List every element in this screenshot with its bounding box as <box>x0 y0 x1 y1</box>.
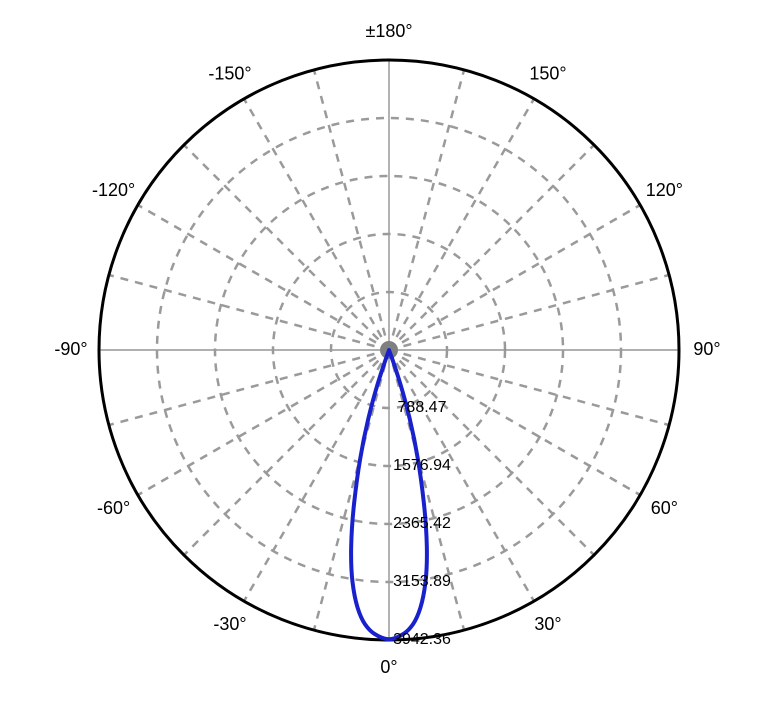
angle-label: 60° <box>651 498 678 518</box>
grid-spoke <box>244 99 389 350</box>
grid-spoke <box>389 145 594 350</box>
grid-spoke <box>389 350 534 601</box>
angle-label: -90° <box>54 339 87 359</box>
grid-spoke <box>314 70 389 350</box>
grid-spoke <box>109 350 389 425</box>
radial-tick-label: 788.47 <box>398 399 447 416</box>
radial-tick-label: 1576.94 <box>393 457 451 474</box>
angle-label: -60° <box>97 498 130 518</box>
grid-spoke <box>244 350 389 601</box>
angle-label: 30° <box>534 614 561 634</box>
grid-spoke <box>389 205 640 350</box>
angle-label: 0° <box>380 657 397 677</box>
grid-spoke <box>184 145 389 350</box>
angle-label: -30° <box>213 614 246 634</box>
angle-label: 150° <box>529 63 566 83</box>
angle-label: -150° <box>208 63 251 83</box>
grid-spoke <box>389 275 669 350</box>
grid-spoke <box>389 99 534 350</box>
angle-label: 120° <box>646 180 683 200</box>
radial-tick-label: 3153.89 <box>393 573 451 590</box>
angle-label: ±180° <box>365 21 412 41</box>
grid-spoke <box>138 350 389 495</box>
radial-tick-label: 3942.36 <box>393 631 451 648</box>
radial-tick-label: 2365.42 <box>393 515 451 532</box>
polar-chart: ±180° 150° 120° 90° 60° 30° 0° -30° -60° -90° -120… <box>0 0 778 709</box>
grid-spoke <box>184 350 389 555</box>
grid-spoke <box>109 275 389 350</box>
angle-label: -120° <box>92 180 135 200</box>
grid-spoke <box>138 205 389 350</box>
angle-label: 90° <box>693 339 720 359</box>
grid-spoke <box>389 70 464 350</box>
